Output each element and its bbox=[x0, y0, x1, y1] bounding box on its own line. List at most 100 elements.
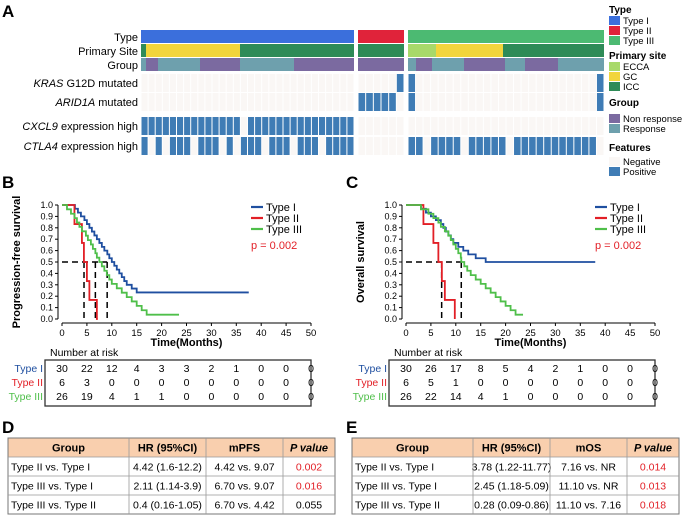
risk-value: 0 bbox=[208, 391, 214, 403]
risk-value: 0 bbox=[577, 377, 583, 389]
km-plot-pfs: 0.00.10.20.30.40.50.60.70.80.91.00 5 10 15 2… bbox=[9, 196, 316, 407]
cell-negative bbox=[483, 93, 491, 111]
type-bar bbox=[358, 30, 404, 43]
cell-positive bbox=[389, 93, 396, 111]
cell-positive bbox=[283, 137, 290, 155]
cell-negative bbox=[162, 74, 169, 92]
cell-negative bbox=[340, 74, 347, 92]
gene-arid1a: ARID1A bbox=[54, 97, 95, 109]
cell-negative bbox=[461, 117, 468, 135]
cell-negative bbox=[544, 74, 551, 92]
cell-negative bbox=[423, 74, 431, 92]
cell-positive bbox=[431, 137, 438, 155]
cell-negative bbox=[358, 117, 366, 135]
legend-swatch-features-2 bbox=[609, 167, 620, 176]
x-tick-label: 5 bbox=[84, 328, 89, 339]
cell-negative bbox=[574, 93, 581, 111]
panel-label-e: E bbox=[346, 418, 357, 437]
cell-negative bbox=[514, 74, 521, 92]
cell-positive bbox=[248, 117, 255, 135]
cell-negative bbox=[596, 137, 604, 155]
group-bar bbox=[525, 58, 558, 71]
cell-negative bbox=[366, 117, 373, 135]
cell-positive bbox=[198, 117, 205, 135]
risk-value: 0 bbox=[652, 377, 658, 389]
cell-positive bbox=[233, 117, 240, 135]
risk-value: 3 bbox=[159, 363, 165, 375]
cell-positive bbox=[340, 117, 347, 135]
risk-row-label: Type I bbox=[14, 363, 43, 375]
km-curve-type-i bbox=[62, 204, 249, 294]
cell-positive bbox=[155, 117, 162, 135]
group-bar bbox=[558, 58, 604, 71]
table-header-cell: HR (95%CI) bbox=[482, 443, 542, 455]
table-header-cell: mPFS bbox=[229, 443, 260, 455]
cell-negative bbox=[290, 93, 297, 111]
risk-value: 1 bbox=[577, 363, 583, 375]
table-header-cell: P value bbox=[290, 443, 328, 455]
cell-positive bbox=[340, 137, 347, 155]
cell-positive bbox=[544, 137, 551, 155]
cell-negative bbox=[574, 74, 581, 92]
site-bar bbox=[436, 44, 503, 57]
cell-negative bbox=[476, 117, 483, 135]
table-cell: Type III vs. Type II bbox=[355, 500, 440, 512]
cell-negative bbox=[416, 93, 423, 111]
table-cell: 7.16 vs. NR bbox=[561, 462, 616, 474]
cell-negative bbox=[461, 137, 468, 155]
cell-negative bbox=[566, 74, 574, 92]
risk-value: 0 bbox=[602, 391, 608, 403]
x-tick-label: 20 bbox=[500, 328, 511, 339]
cell-positive bbox=[514, 137, 521, 155]
cell-positive bbox=[198, 137, 205, 155]
cell-negative bbox=[381, 117, 389, 135]
cell-negative bbox=[148, 74, 155, 92]
table-cell: 0.28 (0.09-0.86) bbox=[474, 500, 549, 512]
cell-positive bbox=[184, 137, 191, 155]
risk-value: 0 bbox=[233, 377, 239, 389]
cell-negative bbox=[438, 74, 446, 92]
cell-negative bbox=[468, 117, 476, 135]
cell-negative bbox=[589, 74, 596, 92]
cell-positive bbox=[483, 137, 491, 155]
risk-value: 0 bbox=[283, 377, 289, 389]
cell-positive bbox=[408, 137, 416, 155]
cell-negative bbox=[514, 117, 521, 135]
panel-label-a: A bbox=[2, 2, 14, 21]
cell-negative bbox=[240, 93, 247, 111]
cell-positive bbox=[529, 137, 536, 155]
group-bar bbox=[505, 58, 525, 71]
table-cell: 0.055 bbox=[296, 500, 322, 512]
cell-negative bbox=[269, 93, 276, 111]
table-cell: 0.4 (0.16-1.05) bbox=[133, 500, 202, 512]
risk-value: 0 bbox=[602, 363, 608, 375]
cell-negative bbox=[544, 93, 551, 111]
site-bar bbox=[503, 44, 604, 57]
cell-negative bbox=[559, 117, 566, 135]
y-tick-label: 0.1 bbox=[384, 303, 397, 313]
table-cell: 11.10 vs. NR bbox=[559, 481, 619, 493]
cell-negative bbox=[162, 93, 169, 111]
risk-value: 2 bbox=[208, 363, 214, 375]
suffix-cxcl9: expression high bbox=[58, 121, 138, 133]
cell-positive bbox=[255, 137, 262, 155]
cell-negative bbox=[212, 74, 219, 92]
cell-negative bbox=[423, 137, 431, 155]
cell-negative bbox=[248, 93, 255, 111]
cell-negative bbox=[559, 93, 566, 111]
p-value: p = 0.002 bbox=[595, 240, 641, 252]
legend-type-3: Type III bbox=[623, 36, 654, 47]
type-bar bbox=[408, 30, 604, 43]
x-tick-label: 40 bbox=[256, 328, 267, 339]
cell-negative bbox=[574, 117, 581, 135]
cell-positive bbox=[148, 117, 155, 135]
group-bar bbox=[146, 58, 158, 71]
legend-features-title: Features bbox=[609, 143, 651, 154]
cell-negative bbox=[416, 117, 423, 135]
risk-value: 0 bbox=[308, 377, 314, 389]
table-cell: 3.78 (1.22-11.77) bbox=[472, 462, 552, 474]
x-tick-label: 25 bbox=[525, 328, 536, 339]
legend-type-1: Type I bbox=[623, 16, 649, 27]
cell-positive bbox=[276, 117, 283, 135]
cell-positive bbox=[574, 137, 581, 155]
